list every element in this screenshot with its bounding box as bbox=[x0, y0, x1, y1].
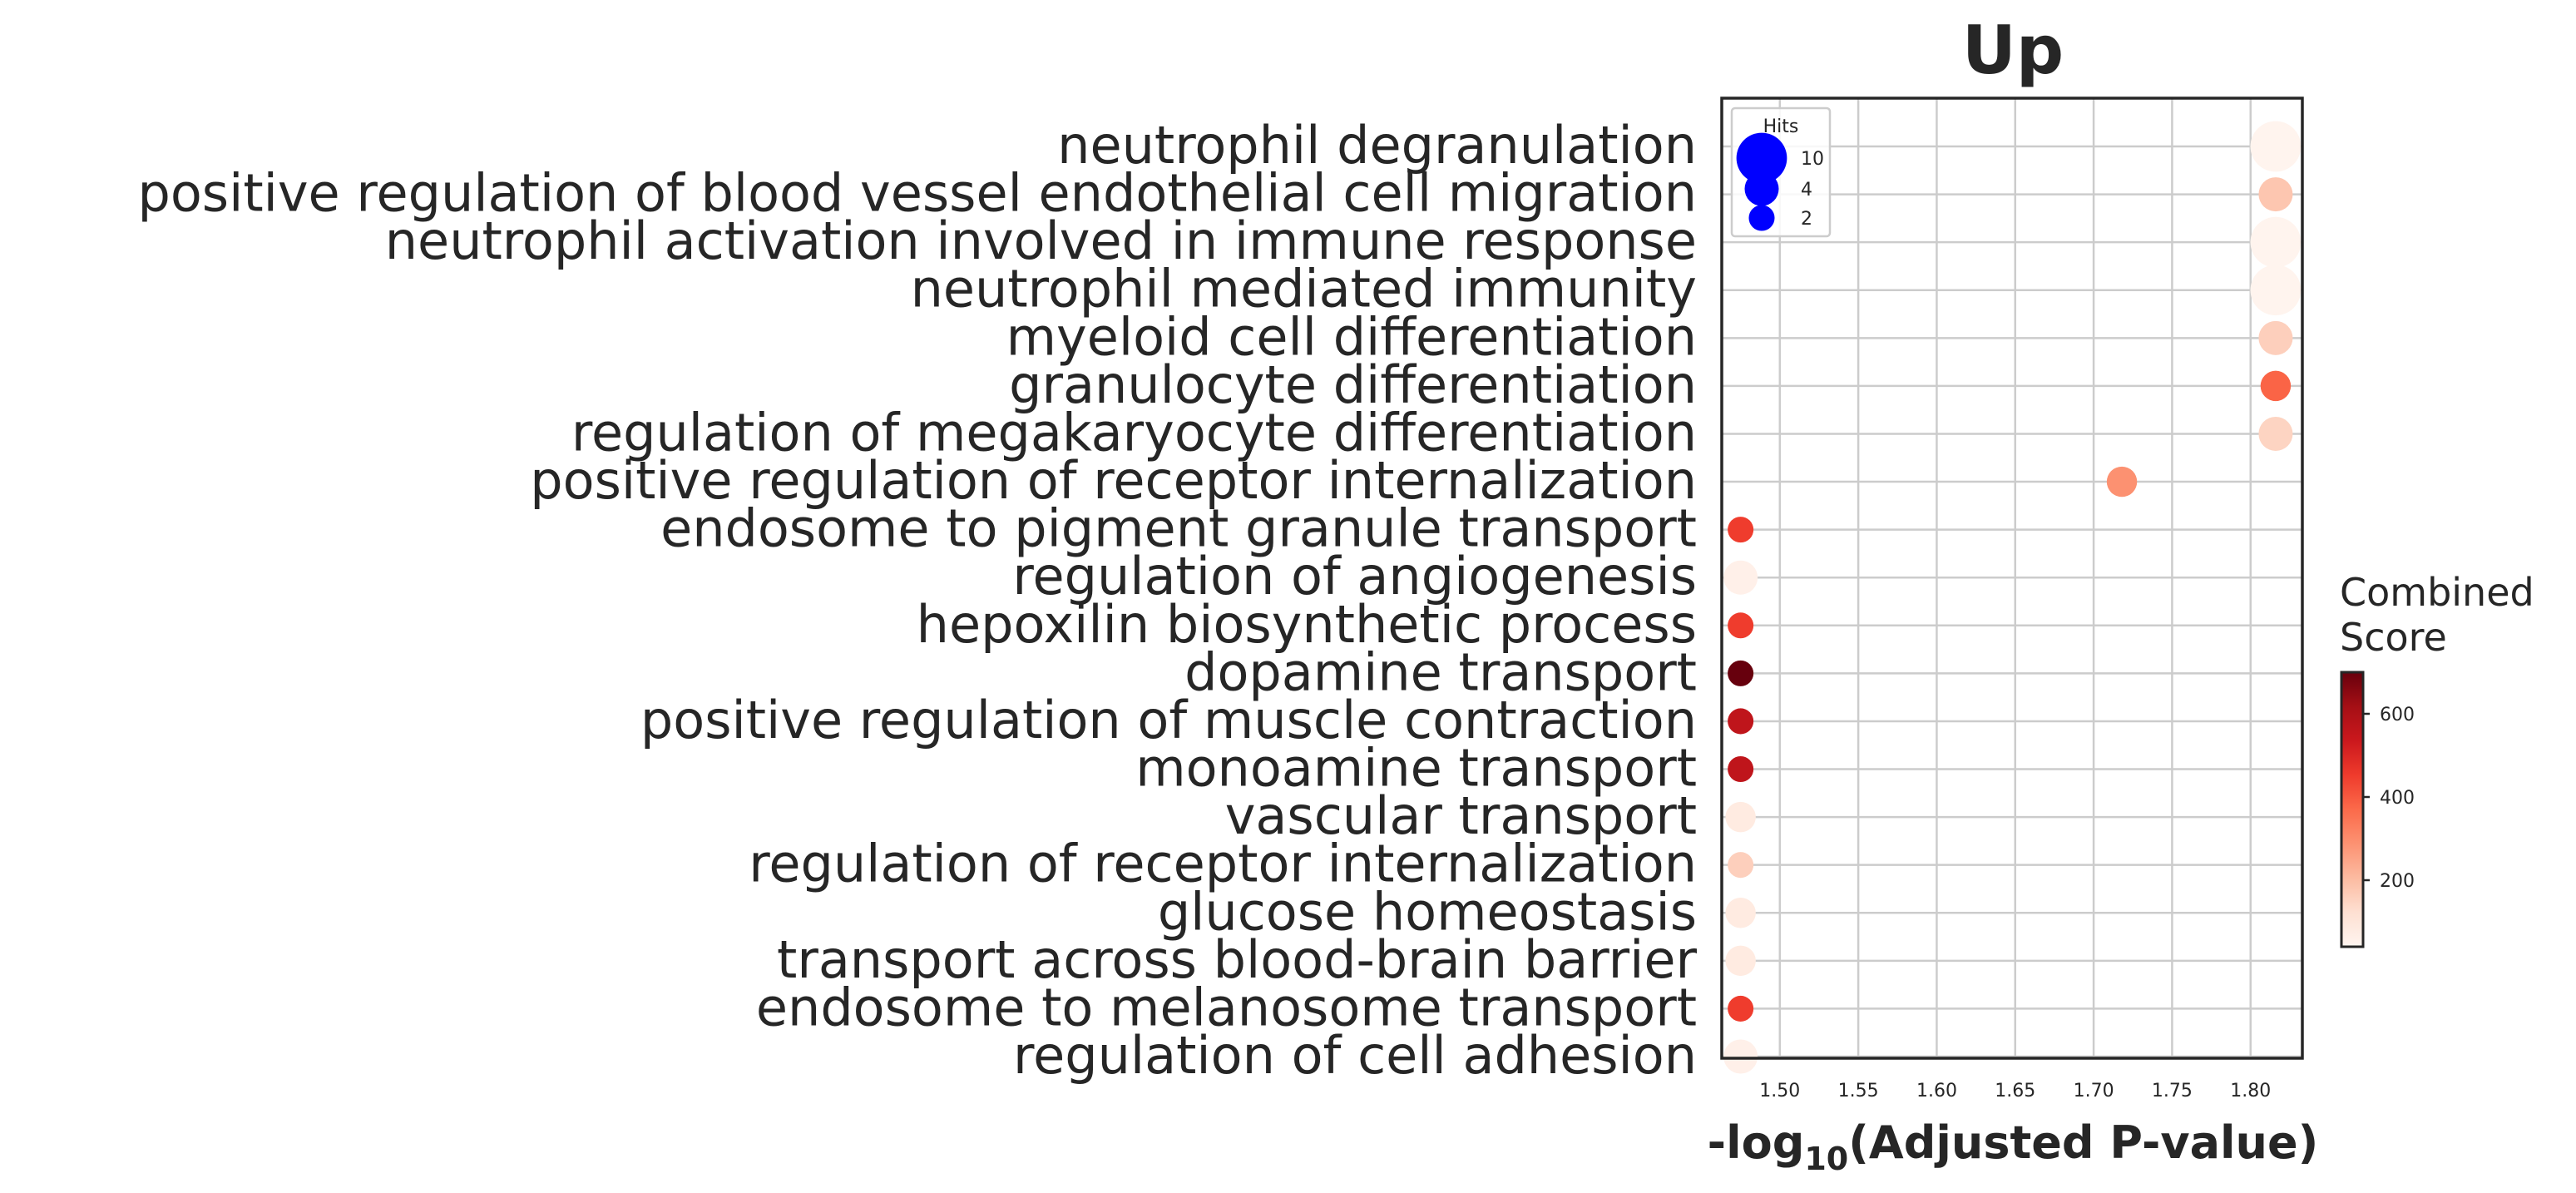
data-point bbox=[1728, 517, 1754, 543]
data-point bbox=[1728, 995, 1754, 1022]
plot-frame bbox=[1720, 97, 2304, 1060]
y-tick-label: hepoxilin biosynthetic process bbox=[917, 594, 1697, 655]
y-tick-label: neutrophil mediated immunity bbox=[911, 259, 1697, 319]
x-tick-label: 1.80 bbox=[2230, 1081, 2271, 1101]
x-axis-label: -log10(Adjusted P-value) bbox=[1708, 1116, 2319, 1177]
colorbar-ticks: 200 400 600 bbox=[2363, 705, 2415, 892]
y-tick-label: monoamine transport bbox=[1135, 738, 1697, 799]
y-tick-label: regulation of angiogenesis bbox=[1012, 546, 1697, 606]
x-tick-label: 1.50 bbox=[1759, 1081, 1800, 1101]
data-point bbox=[1725, 898, 1756, 928]
legend-marker bbox=[1736, 132, 1787, 184]
y-tick-label: granulocyte differentiation bbox=[1009, 354, 1697, 415]
data-point bbox=[2106, 466, 2138, 497]
x-axis-label-subscript: 10 bbox=[1804, 1141, 1848, 1177]
legend-marker bbox=[1744, 171, 1779, 206]
x-axis-label-prefix: -log bbox=[1708, 1116, 1805, 1169]
y-tick-label: dopamine transport bbox=[1184, 641, 1697, 702]
legend-label: 2 bbox=[1801, 209, 1812, 230]
y-tick-label: regulation of megakaryocyte differentiat… bbox=[571, 402, 1697, 463]
data-point bbox=[2250, 265, 2302, 316]
y-tick-label: positive regulation of muscle contractio… bbox=[640, 690, 1697, 750]
x-tick-label: 1.70 bbox=[2074, 1081, 2114, 1101]
data-point bbox=[1725, 945, 1756, 977]
data-point bbox=[2250, 216, 2302, 268]
colorbar-title-line-1: Combined bbox=[2340, 570, 2534, 615]
data-point bbox=[2250, 121, 2302, 172]
colorbar-tick-label: 400 bbox=[2380, 788, 2415, 809]
data-point bbox=[1728, 852, 1754, 879]
x-tick-label: 1.60 bbox=[1916, 1081, 1957, 1101]
data-point bbox=[2258, 416, 2293, 451]
colorbar-title-line-2: Score bbox=[2340, 615, 2447, 660]
data-point bbox=[1728, 756, 1754, 783]
colorbar-gradient bbox=[2340, 671, 2365, 948]
colorbar-tick-label: 200 bbox=[2380, 871, 2415, 892]
data-point bbox=[1728, 612, 1754, 639]
y-tick-label: regulation of receptor internalization bbox=[749, 834, 1697, 894]
data-point bbox=[2260, 370, 2292, 402]
y-tick-label: positive regulation of blood vessel endo… bbox=[138, 163, 1697, 224]
data-point bbox=[2258, 320, 2293, 355]
x-axis-label-suffix: (Adjusted P-value) bbox=[1848, 1116, 2318, 1169]
legend-entries: 10 4 2 bbox=[1736, 132, 1824, 231]
y-tick-label: glucose homeostasis bbox=[1158, 881, 1697, 942]
data-point bbox=[1725, 801, 1756, 833]
x-tick-labels: 1.50 1.55 1.60 1.65 1.70 1.75 1.80 bbox=[1759, 1081, 2271, 1101]
y-tick-label: neutrophil degranulation bbox=[1057, 115, 1697, 176]
chart-title: Up bbox=[1962, 12, 2064, 89]
legend-title: Hits bbox=[1763, 116, 1799, 137]
y-tick-label: positive regulation of receptor internal… bbox=[530, 450, 1697, 511]
x-tick-label: 1.75 bbox=[2152, 1081, 2193, 1101]
y-tick-label: transport across blood-brain barrier bbox=[777, 929, 1697, 990]
data-point bbox=[1723, 1039, 1758, 1074]
grid-lines bbox=[1722, 98, 2302, 1058]
x-tick-label: 1.55 bbox=[1838, 1081, 1879, 1101]
data-point bbox=[1723, 560, 1758, 595]
legend-label: 10 bbox=[1801, 149, 1824, 170]
y-tick-label: neutrophil activation involved in immune… bbox=[385, 210, 1697, 271]
x-tick-label: 1.65 bbox=[1995, 1081, 2035, 1101]
data-points bbox=[1723, 121, 2302, 1074]
y-tick-label: myeloid cell differentiation bbox=[1006, 306, 1697, 367]
data-point bbox=[1728, 708, 1754, 735]
y-tick-label: endosome to melanosome transport bbox=[756, 977, 1697, 1037]
data-point bbox=[2258, 177, 2293, 212]
legend-label: 4 bbox=[1801, 180, 1812, 200]
legend-marker bbox=[1748, 205, 1775, 231]
data-point bbox=[1728, 660, 1754, 686]
y-tick-label: regulation of cell adhesion bbox=[1013, 1025, 1697, 1086]
y-tick-label: endosome to pigment granule transport bbox=[660, 498, 1697, 559]
size-legend: Hits 10 4 2 bbox=[1730, 106, 1832, 238]
y-tick-label: vascular transport bbox=[1225, 785, 1697, 846]
colorbar: Combined Score 200 400 600 bbox=[2340, 570, 2534, 948]
colorbar-tick-label: 600 bbox=[2380, 705, 2415, 725]
